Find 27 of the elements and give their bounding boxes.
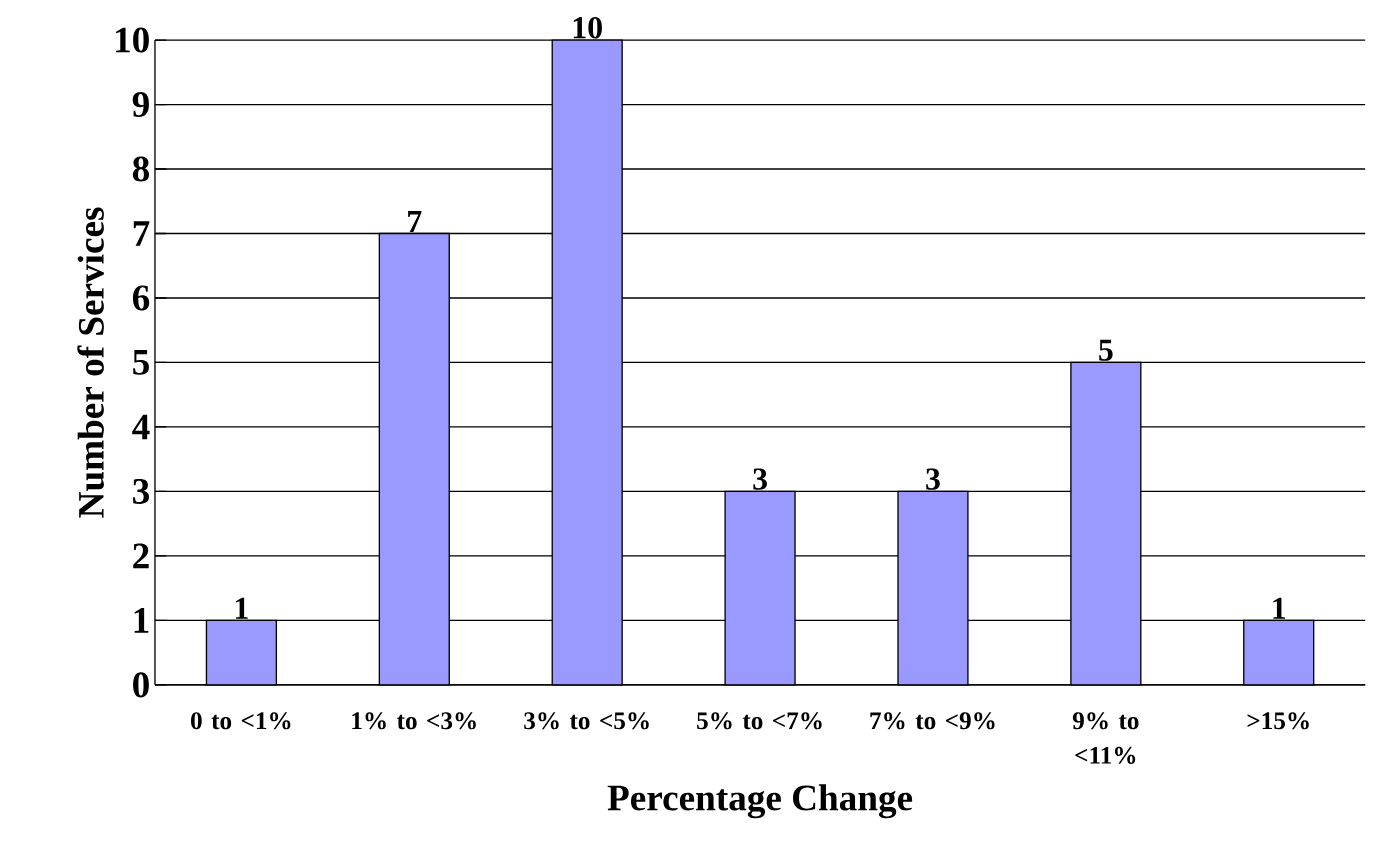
- data-label: 1: [1273, 597, 1286, 619]
- data-label: 10: [573, 16, 602, 39]
- x-tick-label: 9% to <11%: [1072, 712, 1139, 764]
- x-axis-title: Percentage Change: [607, 784, 913, 819]
- data-label: 3: [753, 468, 767, 490]
- x-tick-label: 0 to <1%: [191, 712, 291, 730]
- data-label: 1: [236, 597, 248, 619]
- y-tick-label: 1: [134, 608, 149, 633]
- data-label: 7: [408, 211, 422, 232]
- x-tick-label: 1% to <3%: [352, 712, 476, 730]
- y-tick-label: 2: [133, 543, 149, 569]
- data-label: 5: [1099, 339, 1113, 361]
- data-label: 3: [926, 468, 940, 490]
- x-tick-label: >15%: [1247, 712, 1309, 730]
- x-tick-label: 3% to <5%: [524, 712, 649, 730]
- y-tick-label: 7: [133, 221, 150, 246]
- y-tick-label: 4: [132, 414, 150, 440]
- y-tick-label: 0: [133, 672, 149, 698]
- y-tick-label: 5: [133, 350, 149, 375]
- y-tick-label: 6: [132, 285, 150, 311]
- x-tick-label: 5% to <7%: [697, 712, 822, 730]
- y-tick-label: 9: [132, 92, 149, 118]
- y-axis-title: Number of Services: [77, 207, 104, 518]
- x-tick-label: 7% to <9%: [870, 712, 995, 730]
- y-tick-label: 10: [116, 27, 149, 53]
- y-tick-label: 3: [133, 478, 149, 504]
- y-tick-label: 8: [132, 156, 150, 182]
